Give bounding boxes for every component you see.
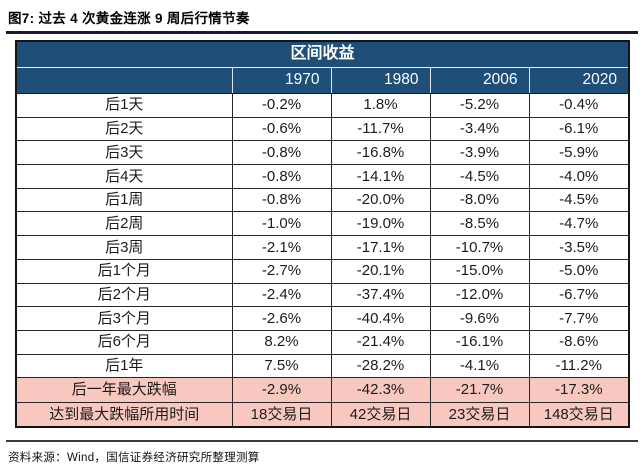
cell-value: -7.7% [529, 306, 629, 331]
cell-value: -16.1% [430, 330, 530, 355]
cell-value: -3.5% [529, 235, 629, 260]
cell-value: -0.8% [232, 188, 332, 213]
row-label: 后3周 [17, 235, 233, 260]
cell-value: -8.6% [529, 330, 629, 355]
cell-value: -42.3% [331, 377, 431, 403]
year-header-row: 1970 1980 2006 2020 [17, 67, 629, 94]
cell-value: -17.3% [529, 377, 629, 403]
table-row: 后1周 -0.8% -20.0% -8.0% -4.5% [17, 188, 629, 213]
row-label: 后6个月 [17, 330, 233, 355]
table-row: 后4天 -0.8% -14.1% -4.5% -4.0% [17, 164, 629, 189]
cell-value: -8.5% [430, 211, 530, 237]
cell-value: -6.7% [529, 283, 629, 308]
cell-value: -9.6% [430, 306, 530, 331]
cell-value: -2.1% [232, 235, 332, 260]
cell-value: 18交易日 [232, 402, 332, 427]
cell-value: -5.9% [529, 140, 629, 166]
cell-value: 7.5% [232, 354, 332, 379]
cell-value: -20.0% [331, 188, 431, 213]
cell-value: -11.7% [331, 117, 431, 142]
cell-value: -10.7% [430, 235, 530, 260]
corner-cell [17, 67, 232, 94]
cell-value: -1.0% [232, 211, 332, 237]
cell-value: -16.8% [331, 140, 431, 166]
row-label: 后3个月 [17, 306, 233, 331]
highlight-table-row: 后一年最大跌幅 -2.9% -42.3% -21.7% -17.3% [17, 377, 629, 403]
cell-value: -0.8% [232, 164, 332, 189]
row-label: 后2个月 [17, 283, 233, 308]
cell-value: -4.0% [529, 164, 629, 189]
row-label: 后1天 [17, 93, 233, 118]
table-row: 后1天 -0.2% 1.8% -5.2% -0.4% [17, 93, 629, 118]
cell-value: 1.8% [331, 93, 431, 118]
row-label: 后4天 [17, 164, 233, 189]
cell-value: -3.4% [430, 117, 530, 142]
cell-value: -15.0% [430, 259, 530, 284]
cell-value: -2.9% [232, 377, 332, 403]
cell-value: 23交易日 [430, 402, 530, 427]
cell-value: -4.7% [529, 211, 629, 237]
cell-value: -4.5% [529, 188, 629, 213]
year-column-header: 1980 [330, 67, 430, 94]
cell-value: -5.0% [529, 259, 629, 284]
table-title-row: 区间收益 [17, 42, 629, 68]
cell-value: -4.1% [430, 354, 530, 379]
cell-value: -8.0% [430, 188, 530, 213]
table-row: 后1年 7.5% -28.2% -4.1% -11.2% [17, 354, 629, 379]
cell-value: -11.2% [529, 354, 629, 379]
row-label: 达到最大跌幅所用时间 [17, 402, 233, 427]
cell-value: -2.6% [232, 306, 332, 331]
figure-title: 图7: 过去 4 次黄金连涨 9 周后行情节奏 [8, 11, 250, 26]
cell-value: -0.8% [232, 140, 332, 166]
cell-value: -5.2% [430, 93, 530, 118]
cell-value: -12.0% [430, 283, 530, 308]
title-divider [6, 31, 638, 34]
cell-value: -40.4% [331, 306, 431, 331]
cell-value: -20.1% [331, 259, 431, 284]
table-title: 区间收益 [17, 42, 629, 68]
cell-value: -6.1% [529, 117, 629, 142]
cell-value: 148交易日 [529, 402, 629, 427]
cell-value: -0.6% [232, 117, 332, 142]
cell-value: -21.7% [430, 377, 530, 403]
cell-value: -37.4% [331, 283, 431, 308]
row-label: 后1个月 [17, 259, 233, 284]
cell-value: -17.1% [331, 235, 431, 260]
cell-value: 8.2% [232, 330, 332, 355]
source-note: 资料来源：Wind，国信证券经济研究所整理测算 [8, 452, 260, 464]
row-label: 后2天 [17, 117, 233, 142]
row-label: 后3天 [17, 140, 233, 166]
table-row: 后3个月 -2.6% -40.4% -9.6% -7.7% [17, 306, 629, 331]
table-row: 后3天 -0.8% -16.8% -3.9% -5.9% [17, 140, 629, 166]
table-row: 后3周 -2.1% -17.1% -10.7% -3.5% [17, 235, 629, 260]
cell-value: -2.4% [232, 283, 332, 308]
cell-value: -2.7% [232, 259, 332, 284]
row-label: 后一年最大跌幅 [17, 377, 233, 403]
table-row: 后2天 -0.6% -11.7% -3.4% -6.1% [17, 117, 629, 142]
table-row: 后2个月 -2.4% -37.4% -12.0% -6.7% [17, 283, 629, 308]
cell-value: -19.0% [331, 211, 431, 237]
year-column-header: 2006 [429, 67, 529, 94]
interval-returns-table: 区间收益 1970 1980 2006 2020 后1天 -0.2% 1.8% -5.2% -… [17, 42, 629, 427]
year-column-header: 2020 [528, 67, 629, 94]
footer-divider [6, 440, 638, 442]
cell-value: -0.2% [232, 93, 332, 118]
highlight-table-row: 达到最大跌幅所用时间 18交易日 42交易日 23交易日 148交易日 [17, 402, 629, 427]
table-row: 后6个月 8.2% -21.4% -16.1% -8.6% [17, 330, 629, 355]
row-label: 后1年 [17, 354, 233, 379]
row-label: 后2周 [17, 211, 233, 237]
year-column-header: 1970 [231, 67, 331, 94]
cell-value: -3.9% [430, 140, 530, 166]
table-row: 后2周 -1.0% -19.0% -8.5% -4.7% [17, 211, 629, 237]
cell-value: -21.4% [331, 330, 431, 355]
returns-table: 区间收益 1970 1980 2006 2020 后1天 -0.2% 1.8% -5.2% -… [15, 40, 630, 429]
table-row: 后1个月 -2.7% -20.1% -15.0% -5.0% [17, 259, 629, 284]
row-label: 后1周 [17, 188, 233, 213]
cell-value: -0.4% [529, 93, 629, 118]
cell-value: -28.2% [331, 354, 431, 379]
cell-value: 42交易日 [331, 402, 431, 427]
cell-value: -14.1% [331, 164, 431, 189]
cell-value: -4.5% [430, 164, 530, 189]
